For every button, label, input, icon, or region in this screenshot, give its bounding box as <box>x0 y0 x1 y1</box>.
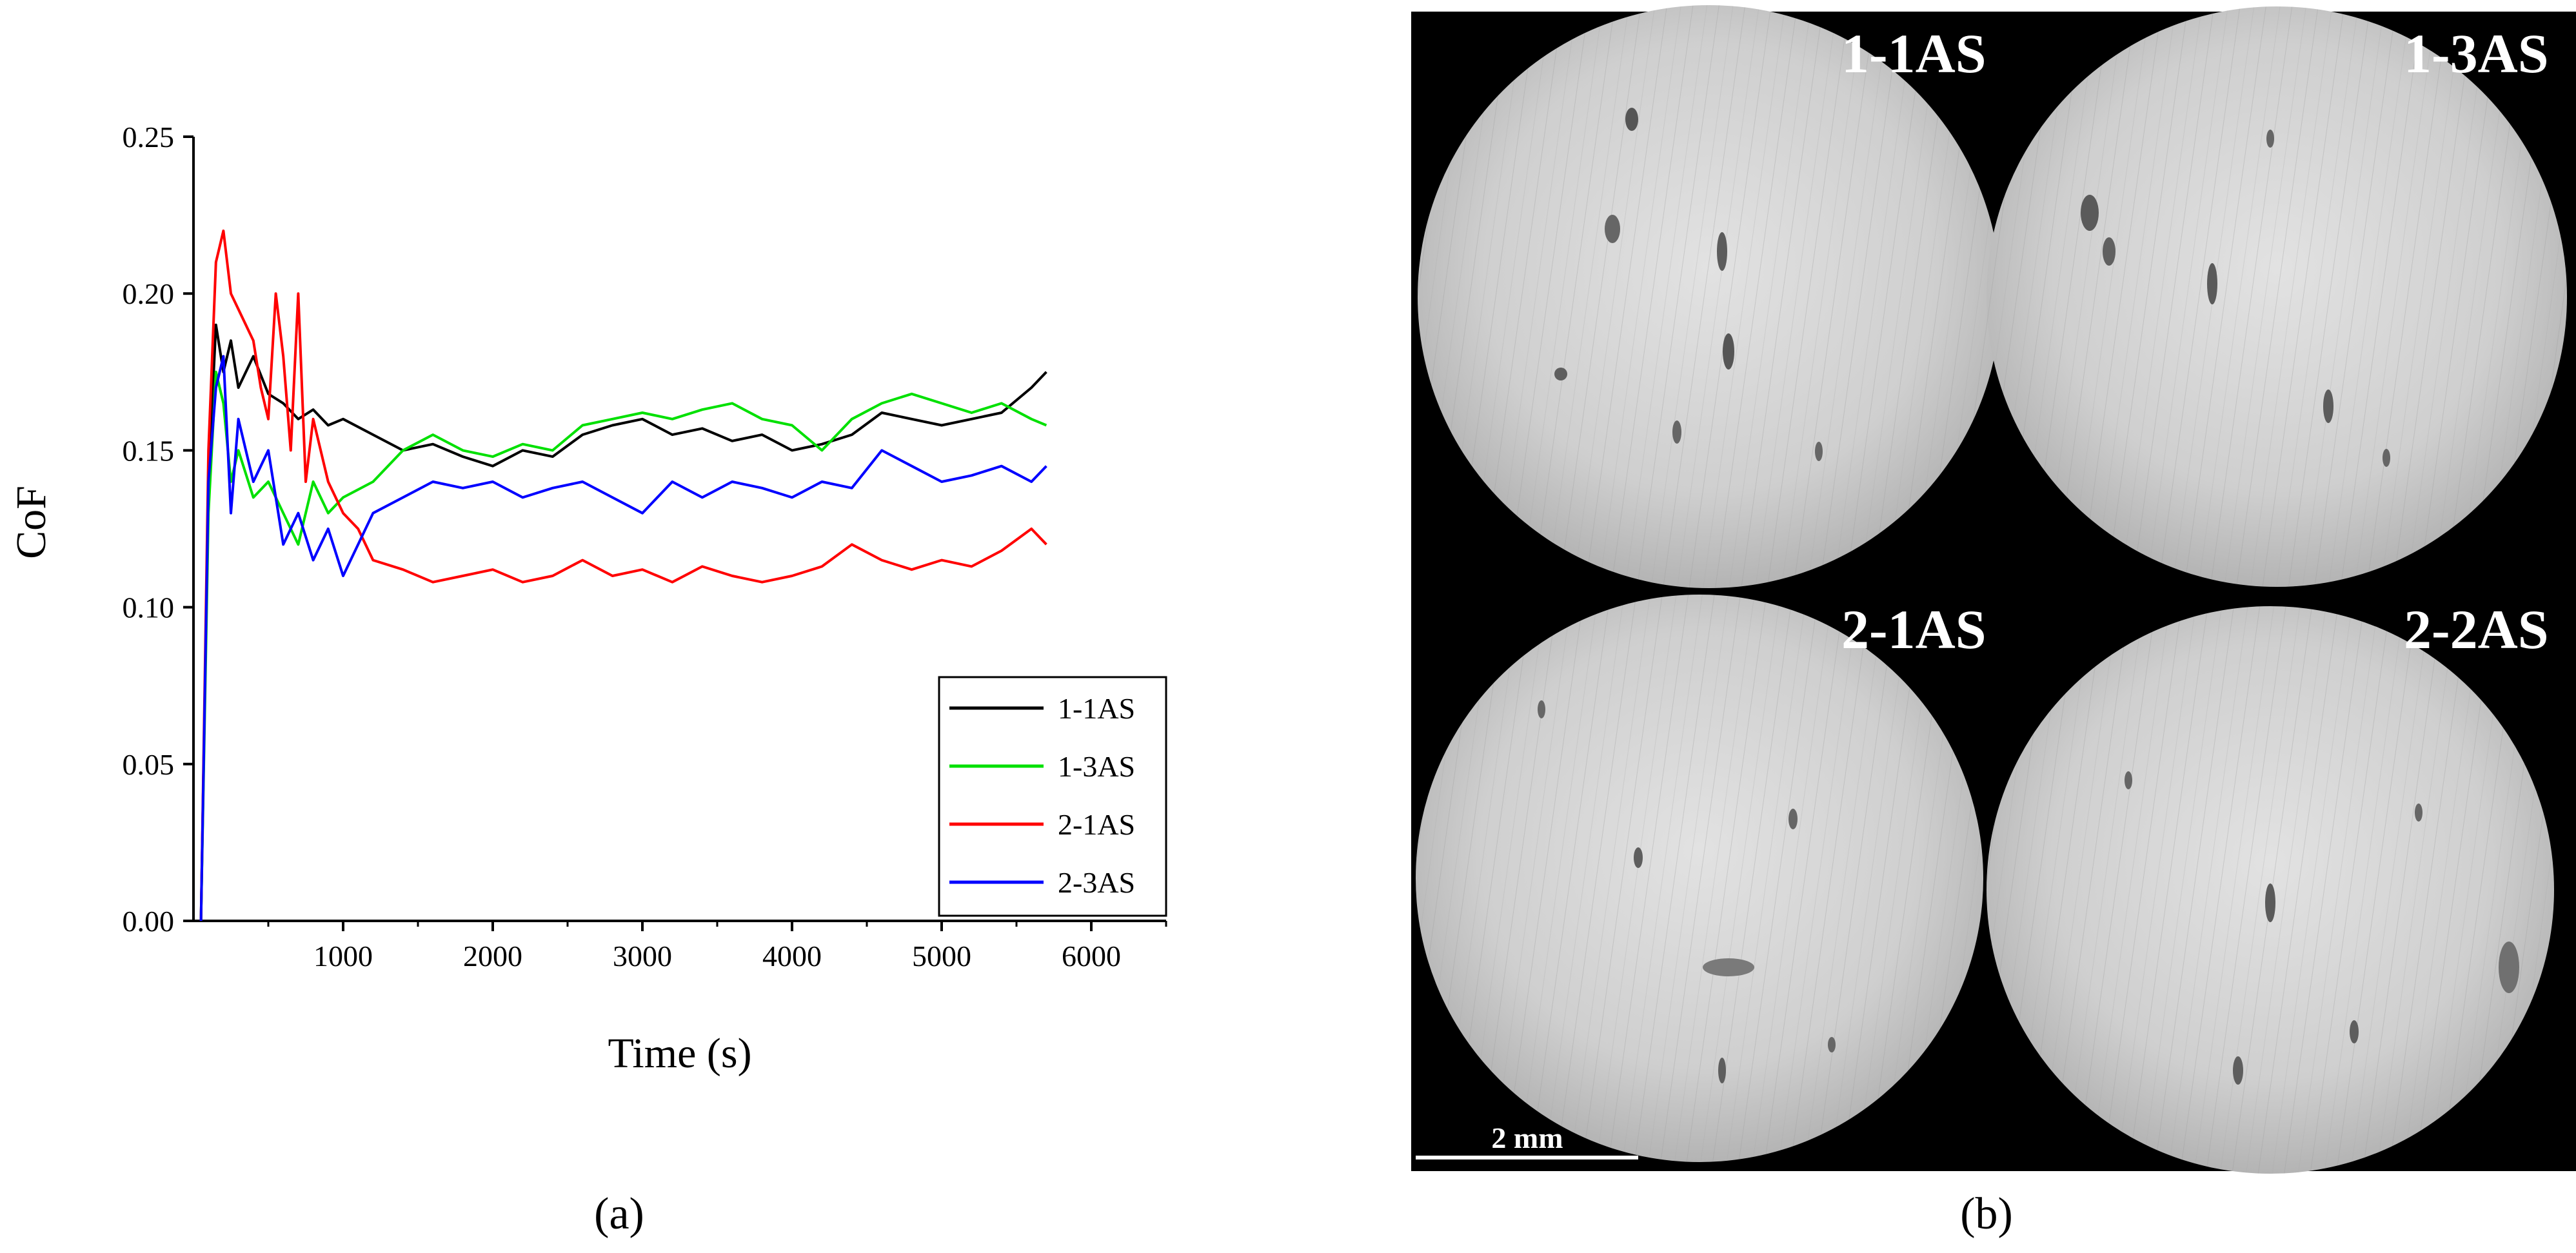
worn-surface-micrograph: 1-1AS 1-3AS 2-1AS 2-2AS 2 mm <box>1411 5 2576 1174</box>
sample-label-2: 1-3AS <box>2404 23 2549 84</box>
legend-label: 2-3AS <box>1058 866 1135 899</box>
disc-2-1as <box>1416 595 1983 1162</box>
legend-label: 2-1AS <box>1058 808 1135 841</box>
x-tick-label: 3000 <box>613 940 672 972</box>
series-line-1-1as <box>199 323 1047 922</box>
series-lines <box>199 229 1047 922</box>
y-ticks: 0.00 0.05 0.10 0.15 0.20 0.25 <box>123 121 193 938</box>
y-tick-label: 0.15 <box>123 434 175 467</box>
y-tick-label: 0.00 <box>123 905 175 938</box>
x-axis-title: Time (s) <box>608 1030 751 1077</box>
x-tick-label: 4000 <box>762 940 822 972</box>
legend-label: 1-3AS <box>1058 750 1135 783</box>
y-tick-label: 0.25 <box>123 121 175 153</box>
disc-1-1as <box>1418 5 2001 588</box>
sample-label-1: 1-1AS <box>1841 23 1986 84</box>
legend-items: 1-1AS 1-3AS 2-1AS 2-3AS <box>949 692 1135 899</box>
y-axis-title: CoF <box>8 486 55 559</box>
sample-label-3: 2-1AS <box>1841 598 1986 660</box>
x-ticks: 1000 2000 3000 4000 5000 6000 <box>267 921 1167 972</box>
x-tick-label: 6000 <box>1062 940 1121 972</box>
series-line-2-1as <box>199 229 1047 922</box>
y-tick-label: 0.20 <box>123 277 175 310</box>
cof-chart: 0.00 0.05 0.10 0.15 0.20 0.25 1000 2000 3000 400… <box>8 121 1167 1077</box>
sample-label-4: 2-2AS <box>2404 598 2549 660</box>
y-tick-label: 0.10 <box>123 591 175 624</box>
disc-2-2as <box>1986 606 2554 1174</box>
panel-a-label: (a) <box>594 1189 644 1239</box>
panel-b-label: (b) <box>1960 1189 2013 1239</box>
y-tick-label: 0.05 <box>123 748 175 781</box>
scale-bar-label: 2 mm <box>1491 1121 1563 1154</box>
x-tick-label: 1000 <box>313 940 373 972</box>
disc-1-3as <box>1986 6 2567 587</box>
series-line-2-3as <box>199 355 1047 922</box>
legend-box <box>938 676 1167 917</box>
legend-label: 1-1AS <box>1058 692 1135 725</box>
legend: 1-1AS 1-3AS 2-1AS 2-3AS <box>938 676 1167 917</box>
x-tick-label: 2000 <box>463 940 522 972</box>
x-tick-label: 5000 <box>912 940 971 972</box>
series-line-1-3as <box>199 370 1047 922</box>
